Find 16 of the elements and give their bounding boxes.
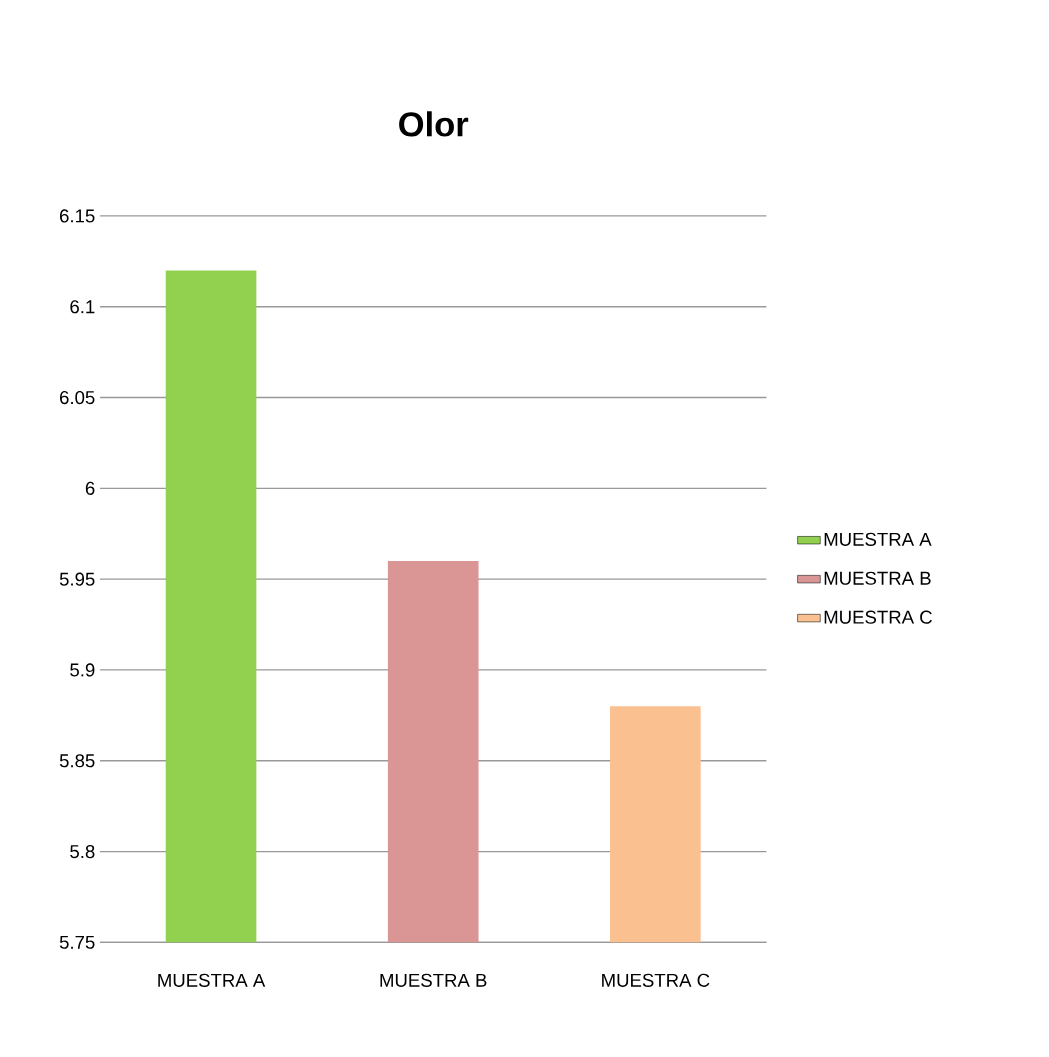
x-tick-label: MUESTRA A xyxy=(158,973,266,987)
x-tick-label: MUESTRA B xyxy=(380,973,487,987)
y-tick-label: 6 xyxy=(85,481,95,495)
y-tick-label: 6.15 xyxy=(60,209,95,223)
y-tick-label: 6.1 xyxy=(70,300,95,314)
y-tick-label: 5.95 xyxy=(59,572,95,586)
legend-label: MUESTRA B xyxy=(824,571,931,585)
legend-label: MUESTRA C xyxy=(824,610,932,624)
legend-label: MUESTRA A xyxy=(824,532,932,546)
x-tick-label: MUESTRA C xyxy=(602,973,710,987)
y-tick-label: 5.8 xyxy=(70,844,95,859)
y-tick-label: 5.85 xyxy=(59,754,95,768)
y-tick-label: 6.05 xyxy=(60,390,95,405)
chart-title: Olor xyxy=(399,111,469,137)
y-tick-label: 5.75 xyxy=(59,935,95,949)
y-tick-label: 5.9 xyxy=(70,663,95,677)
